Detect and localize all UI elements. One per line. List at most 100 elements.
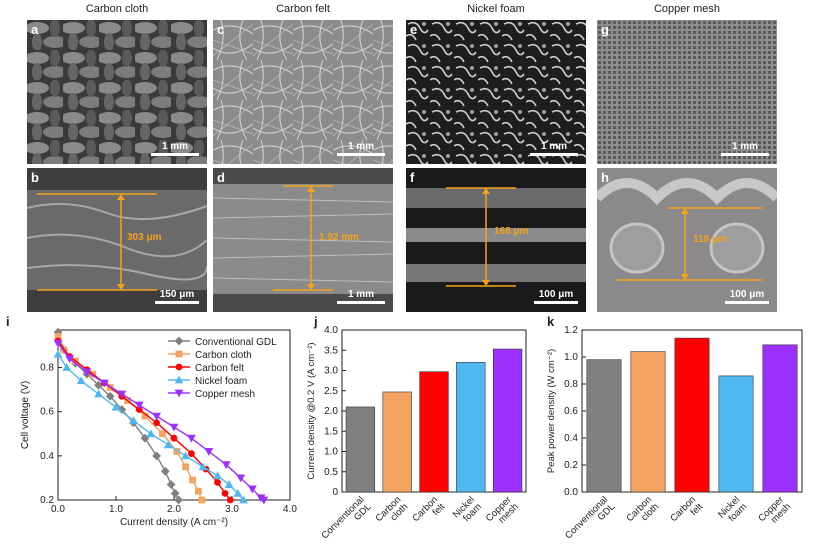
data-point <box>117 390 127 399</box>
data-point <box>236 474 246 483</box>
data-point <box>53 339 63 348</box>
y-tick-label: 0.4 <box>564 433 578 444</box>
panel-letter: a <box>31 22 39 37</box>
thickness-label: 303 μm <box>127 232 162 243</box>
data-point <box>152 412 161 421</box>
data-point <box>198 462 208 471</box>
x-tick-label: 0.0 <box>51 504 65 515</box>
scale-bar: 1 mm <box>337 141 385 156</box>
column-title-carbon-felt: Carbon felt <box>276 3 330 15</box>
data-point <box>140 433 150 443</box>
y-tick-label: 3.5 <box>324 345 338 356</box>
y-tick-label: 0.2 <box>564 460 578 471</box>
data-point <box>152 451 161 461</box>
data-point <box>221 489 229 497</box>
micrograph-d: d 1.92 mm 1 mm <box>213 168 393 312</box>
scale-bar: 150 μm <box>155 289 199 304</box>
data-point <box>239 495 248 504</box>
panel-letter: d <box>217 170 225 185</box>
data-point <box>247 485 257 494</box>
series <box>53 339 269 505</box>
data-point <box>173 448 181 455</box>
data-point <box>213 471 222 480</box>
y-tick-label: 4.0 <box>324 325 338 336</box>
data-point <box>174 375 184 384</box>
bar <box>345 406 376 493</box>
data-point <box>141 412 149 420</box>
data-point <box>198 496 206 504</box>
y-tick-label: 0.2 <box>40 495 54 506</box>
legend-label: Nickel foam <box>195 376 247 387</box>
data-point <box>224 480 234 488</box>
micrograph-f: f 168 μm 100 μm <box>406 168 586 312</box>
foam-texture <box>406 20 586 164</box>
thickness-label: 168 μm <box>494 226 529 237</box>
data-point <box>181 451 190 460</box>
data-point <box>65 355 74 364</box>
data-point <box>111 402 121 411</box>
bar <box>674 337 710 493</box>
data-point <box>204 448 214 456</box>
data-point <box>53 349 63 358</box>
polarization-chart: 0.0 1.0 2.0 3.0 4.0 0.2 0.4 0.6 0.8 Current densi… <box>20 327 297 528</box>
woven-texture <box>27 20 207 164</box>
data-point <box>175 350 183 358</box>
panel-letter: c <box>217 22 225 37</box>
panel-letter: g <box>601 22 609 37</box>
x-tick-label: 3.0 <box>225 504 239 515</box>
y-tick-label: 2.0 <box>324 406 338 417</box>
micrograph-h: h 118 μm 100 μm <box>597 168 777 312</box>
micrograph-b: b 303 μm 150 μm <box>27 168 207 312</box>
legend-label: Carbon felt <box>195 363 244 374</box>
bar <box>762 344 798 493</box>
fiber-texture <box>213 20 393 164</box>
data-point <box>187 434 196 443</box>
y-tick-label: 0 <box>332 487 338 498</box>
cross-section <box>597 168 777 312</box>
data-point <box>54 333 62 341</box>
data-point <box>163 440 173 449</box>
plot-frame <box>57 329 291 501</box>
y-axis-label: Cell voltage (V) <box>20 381 31 449</box>
y-tick-label: 1.5 <box>324 426 338 437</box>
cross-section <box>27 168 207 312</box>
y-tick-label: 1.0 <box>564 352 578 363</box>
panel-letter: e <box>410 22 418 37</box>
cross-section <box>406 168 586 312</box>
y-tick-label: 0.5 <box>324 467 338 478</box>
data-point <box>170 488 180 498</box>
scale-bar: 100 μm <box>725 289 769 304</box>
y-tick-label: 3.0 <box>324 366 338 377</box>
data-point <box>259 496 269 505</box>
legend-label: Conventional GDL <box>195 337 277 348</box>
bar <box>419 371 449 493</box>
series <box>53 327 184 505</box>
y-axis-label: Current density @0.2 V (A cm⁻²) <box>306 342 317 479</box>
panel-letter: b <box>31 170 39 185</box>
data-point <box>62 363 72 371</box>
data-point <box>94 380 103 390</box>
data-point <box>166 480 176 489</box>
data-point <box>233 488 243 497</box>
data-point <box>194 487 202 495</box>
data-point <box>117 405 127 414</box>
data-point <box>82 368 92 377</box>
data-point <box>214 478 221 486</box>
bar <box>586 359 622 493</box>
data-point <box>100 379 109 388</box>
column-title-nickel-foam: Nickel foam <box>467 3 525 15</box>
y-tick-label: 0.4 <box>40 451 54 462</box>
scale-bar: 100 μm <box>534 289 578 304</box>
cross-section <box>213 168 393 312</box>
data-point <box>174 336 184 346</box>
bar <box>718 375 754 493</box>
panel-letter: f <box>410 170 415 185</box>
data-point <box>169 423 179 432</box>
data-point <box>134 401 144 410</box>
scale-bar: 1 mm <box>337 289 385 304</box>
